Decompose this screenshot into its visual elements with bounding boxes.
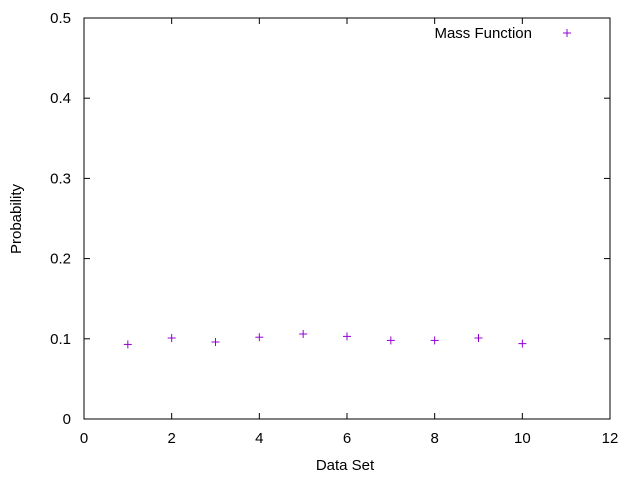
data-point: [255, 333, 264, 342]
x-tick-label: 10: [514, 430, 531, 447]
y-axis-ticks: 0 0.1 0.2 0.3 0.4 0.5: [50, 10, 610, 428]
y-tick-label: 0: [63, 411, 71, 428]
data-point: [474, 333, 483, 342]
data-point: [167, 333, 176, 342]
y-tick-label: 0.5: [50, 10, 71, 27]
x-tick-label: 8: [430, 430, 438, 447]
x-tick-label: 0: [80, 430, 88, 447]
x-axis-label: Data Set: [316, 457, 375, 474]
y-tick-label: 0.1: [50, 331, 71, 348]
data-point: [299, 329, 308, 338]
data-point: [343, 332, 351, 341]
data-points: [123, 329, 527, 349]
legend-label: Mass Function: [434, 25, 532, 42]
x-tick-label: 6: [343, 430, 351, 447]
data-point: [123, 340, 132, 349]
data-point: [386, 336, 395, 345]
data-point: [211, 338, 220, 347]
x-tick-label: 12: [602, 430, 619, 447]
data-point: [518, 339, 527, 348]
y-axis-label: Probability: [8, 183, 25, 254]
x-tick-label: 4: [255, 430, 263, 447]
data-point: [430, 336, 439, 345]
y-tick-label: 0.2: [50, 251, 71, 268]
x-axis-ticks: 0 2 4 6 8 10 12: [80, 18, 619, 447]
legend-marker-plus-icon: [563, 29, 571, 37]
legend-marker-plus: [563, 29, 571, 37]
y-tick-label: 0.3: [50, 170, 71, 187]
legend: Mass Function: [434, 25, 571, 42]
x-tick-label: 2: [167, 430, 175, 447]
y-tick-label: 0.4: [50, 90, 71, 107]
plot-area-frame: [83, 17, 611, 420]
